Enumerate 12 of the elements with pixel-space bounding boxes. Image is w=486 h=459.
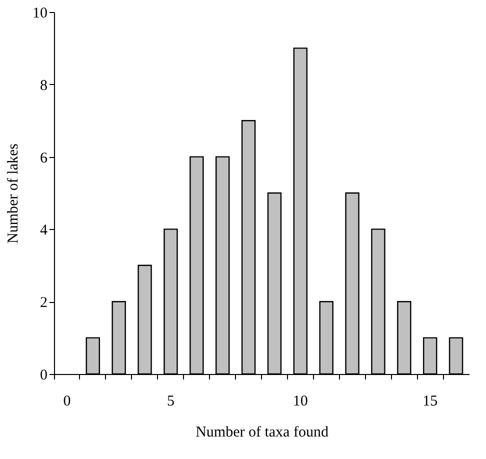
x-tick-label: 10 — [292, 394, 308, 410]
y-axis-title: Number of lakes — [6, 143, 22, 244]
x-tick-label: 5 — [166, 394, 174, 410]
y-tick-label: 2 — [40, 295, 48, 312]
y-tick-label: 0 — [40, 368, 48, 384]
y-tick-label: 4 — [40, 222, 48, 239]
y-tick-label: 8 — [40, 78, 48, 94]
x-tick-label: 0 — [63, 394, 71, 410]
x-axis-title: Number of taxa found — [196, 424, 329, 440]
y-tick-label: 10 — [32, 6, 48, 22]
y-tick-label: 6 — [40, 150, 48, 166]
x-tick-label: 15 — [422, 394, 438, 410]
